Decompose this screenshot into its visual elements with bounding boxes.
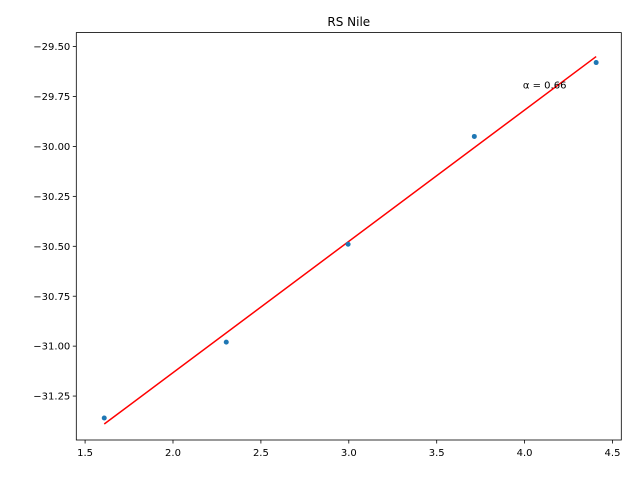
y-tick-label: −30.25 [33, 192, 70, 203]
chart-title: RS Nile [327, 15, 370, 29]
y-tick-label: −30.00 [33, 142, 70, 153]
x-tick-label: 3.5 [429, 448, 445, 459]
plot-area: 1.5 2.0 2.5 3.0 3.5 4.0 4.5 −29.50 −29.75 −30.00… [33, 32, 622, 459]
x-tick-label: 2.0 [165, 448, 181, 459]
x-tick-label: 3.0 [341, 448, 357, 459]
x-axis-ticks: 1.5 2.0 2.5 3.0 3.5 4.0 4.5 [77, 440, 620, 459]
x-tick-label: 2.5 [253, 448, 269, 459]
y-tick-label: −29.75 [33, 92, 70, 103]
fit-line [103, 55, 597, 425]
y-axis-ticks: −29.50 −29.75 −30.00 −30.25 −30.50 −30.75 −31.… [33, 42, 77, 403]
x-tick-label: 1.5 [77, 448, 93, 459]
data-point [223, 339, 229, 345]
x-tick-label: 4.5 [605, 448, 621, 459]
data-point [593, 60, 599, 66]
alpha-annotation: α = 0.66 [523, 81, 567, 92]
plot-frame [75, 32, 622, 441]
data-point [101, 415, 107, 421]
data-point [345, 241, 351, 247]
series-layer [101, 55, 599, 425]
y-tick-label: −30.75 [33, 292, 70, 303]
annotation-layer: α = 0.66 [523, 81, 567, 92]
data-point [471, 133, 477, 139]
y-tick-label: −31.00 [33, 342, 70, 353]
y-tick-label: −30.50 [33, 242, 70, 253]
x-tick-label: 4.0 [517, 448, 533, 459]
y-tick-label: −29.50 [33, 42, 70, 53]
y-tick-label: −31.25 [33, 392, 70, 403]
